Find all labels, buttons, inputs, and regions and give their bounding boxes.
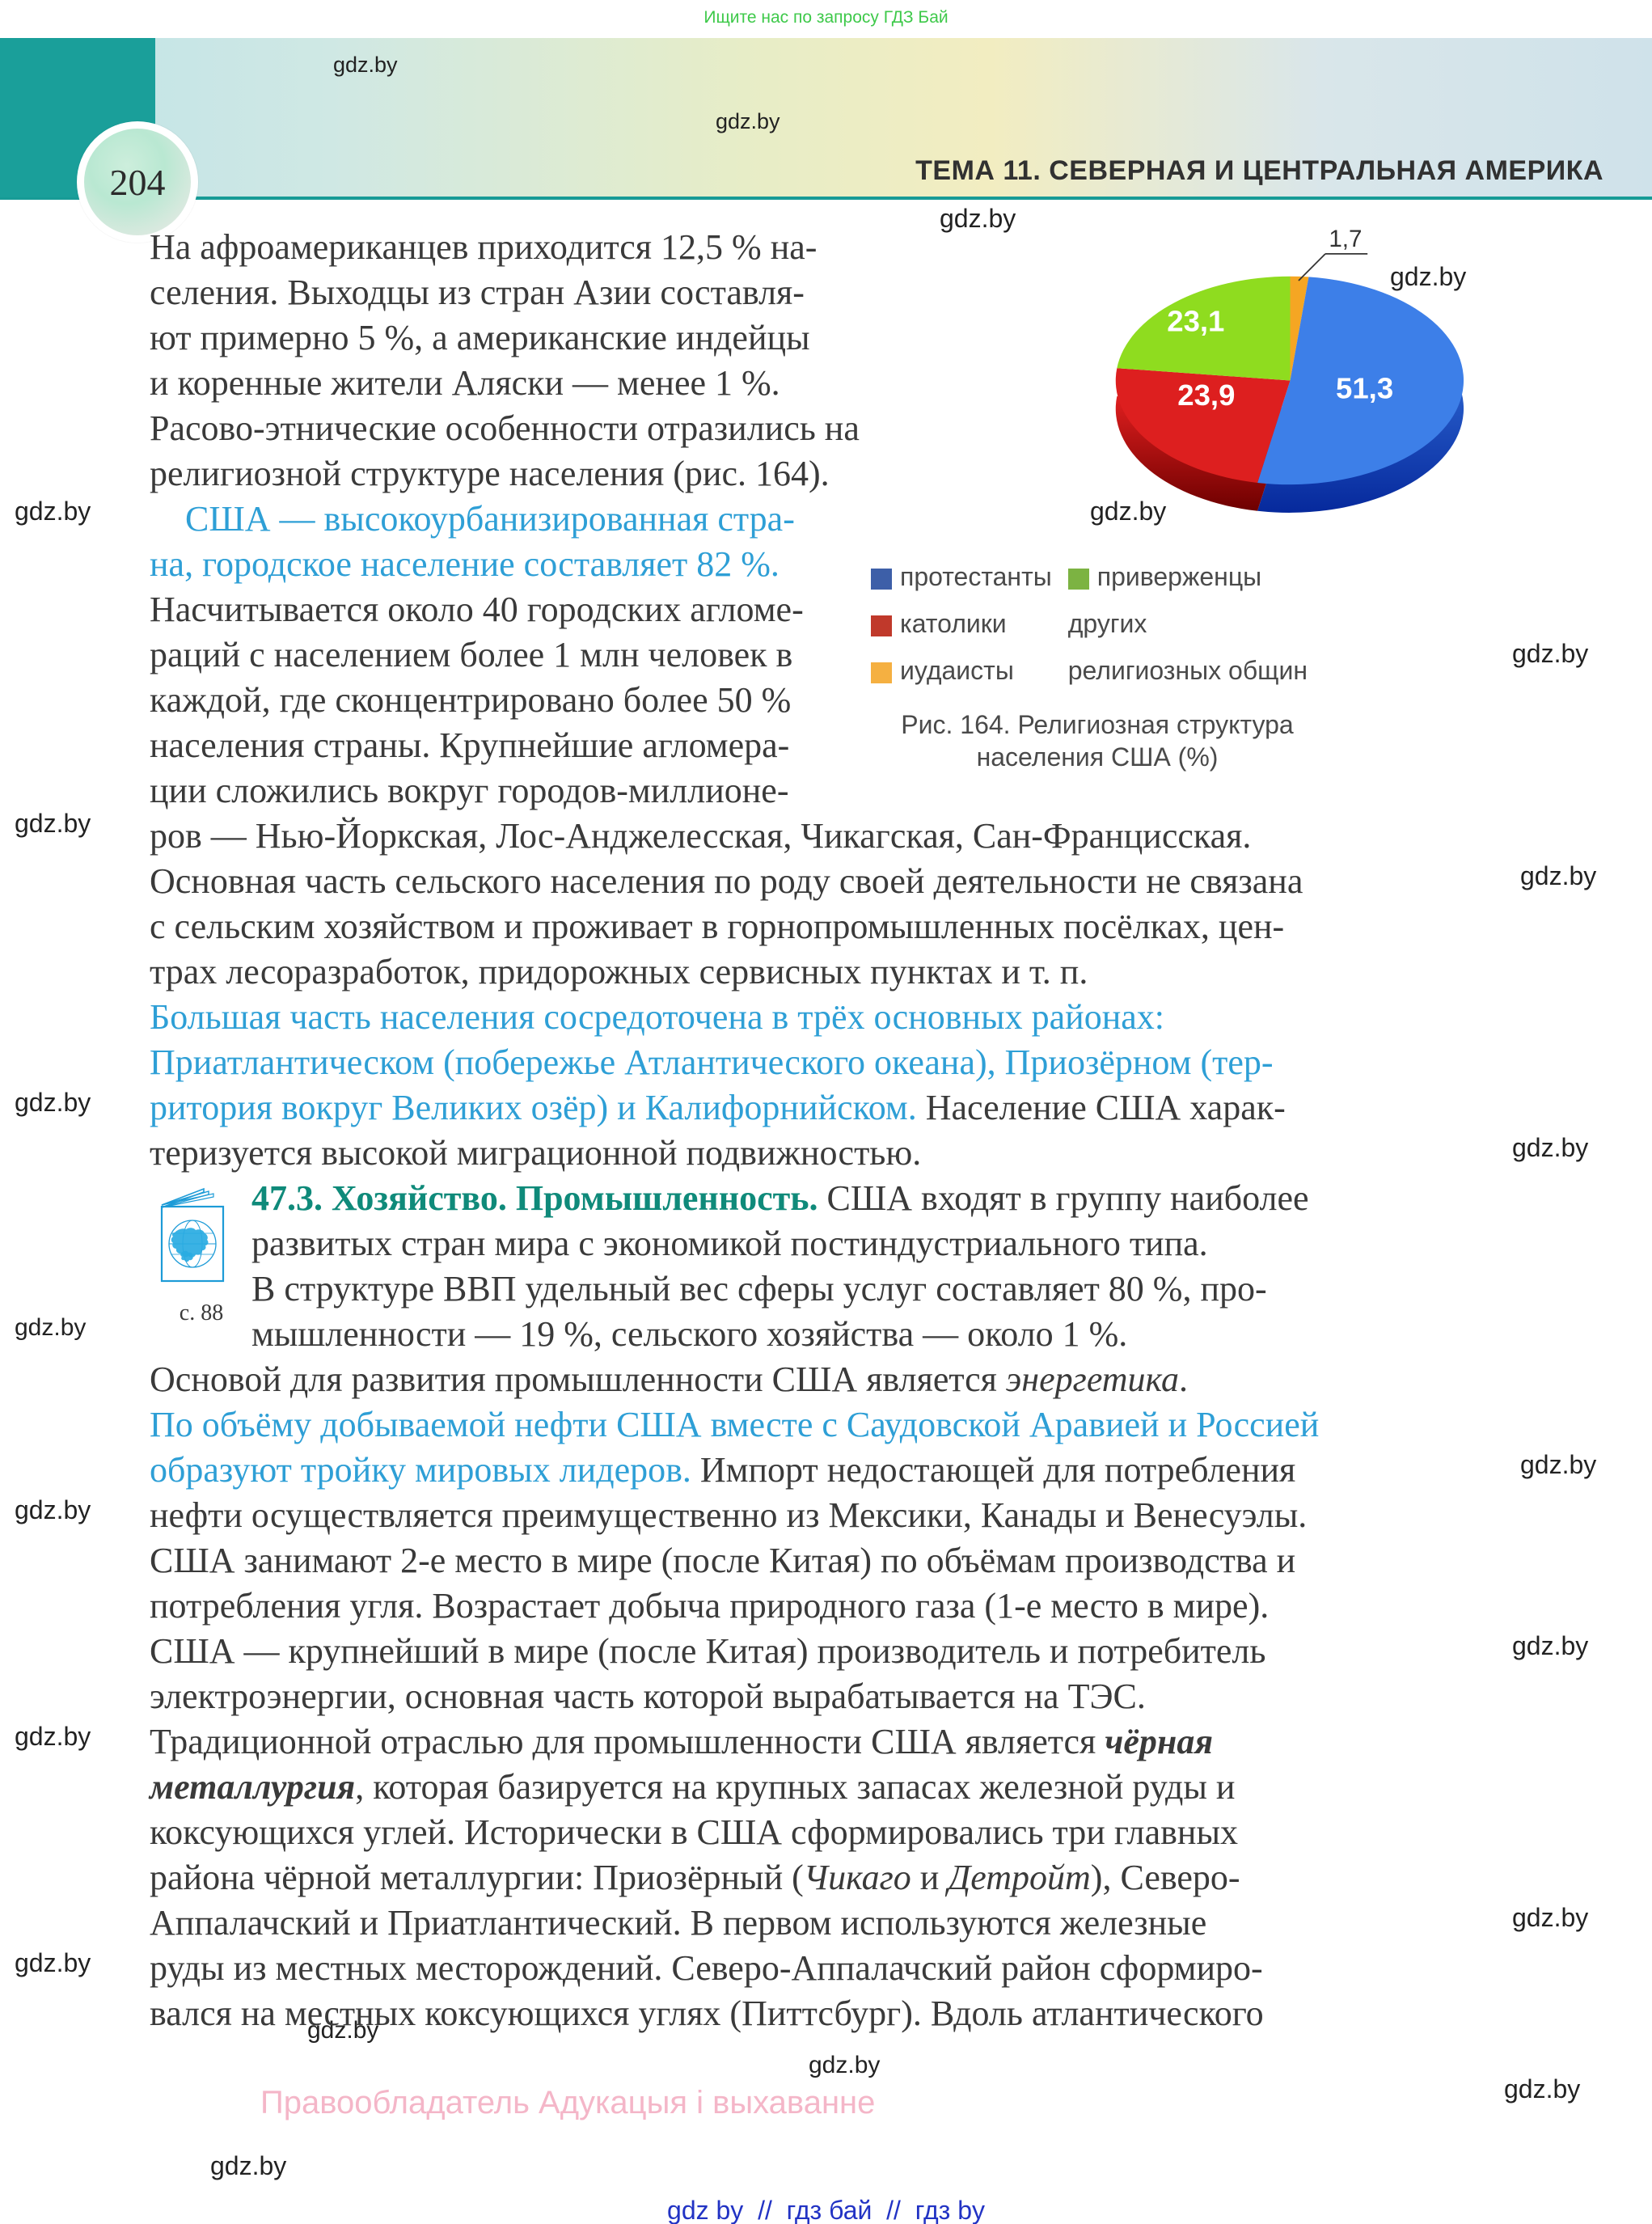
svg-text:51,3: 51,3 [1336,371,1393,404]
svg-text:1,7: 1,7 [1329,226,1362,252]
svg-text:23,9: 23,9 [1177,378,1235,412]
svg-text:23,1: 23,1 [1167,305,1224,338]
